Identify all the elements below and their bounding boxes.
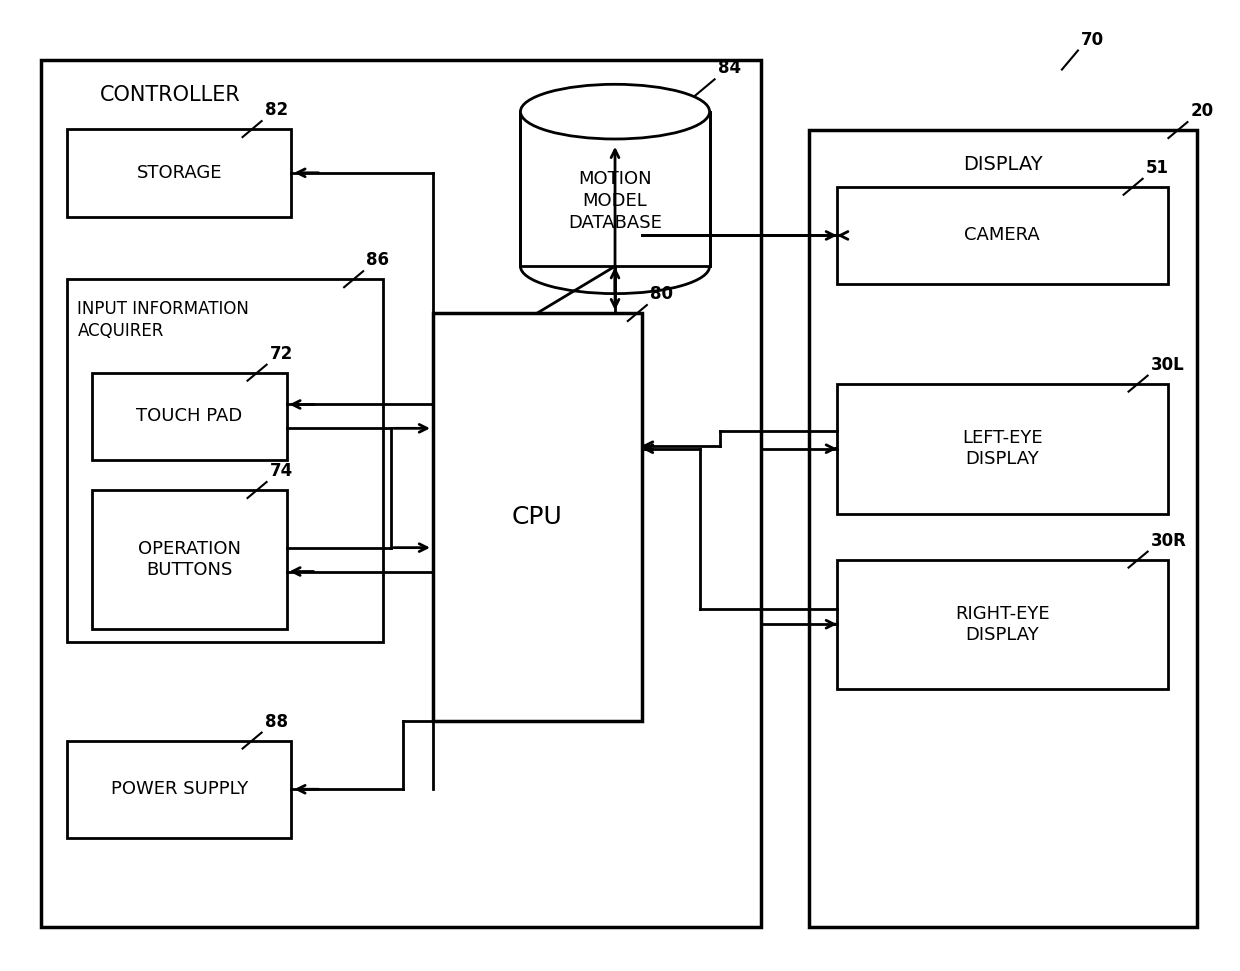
Text: ACQUIRER: ACQUIRER xyxy=(77,322,164,340)
Text: 30R: 30R xyxy=(1151,532,1187,550)
Bar xyxy=(41,60,761,927)
Text: 70: 70 xyxy=(1081,30,1104,49)
Text: 84: 84 xyxy=(718,59,740,78)
Bar xyxy=(67,280,383,642)
Bar xyxy=(92,490,286,629)
Text: CONTROLLER: CONTROLLER xyxy=(99,85,241,105)
Text: RIGHT-EYE
DISPLAY: RIGHT-EYE DISPLAY xyxy=(955,605,1049,644)
Text: 86: 86 xyxy=(366,251,389,269)
Text: 80: 80 xyxy=(650,285,673,303)
Bar xyxy=(67,741,291,838)
Text: MODEL: MODEL xyxy=(583,192,647,210)
Text: DISPLAY: DISPLAY xyxy=(963,155,1043,175)
Bar xyxy=(92,373,286,460)
Text: STORAGE: STORAGE xyxy=(136,164,222,182)
Text: 51: 51 xyxy=(1146,159,1168,177)
Bar xyxy=(837,186,1168,285)
Text: LEFT-EYE
DISPLAY: LEFT-EYE DISPLAY xyxy=(962,429,1043,468)
Text: OPERATION
BUTTONS: OPERATION BUTTONS xyxy=(138,540,241,579)
Text: CAMERA: CAMERA xyxy=(965,226,1040,245)
Bar xyxy=(837,559,1168,688)
Bar xyxy=(521,112,709,266)
Text: DATABASE: DATABASE xyxy=(568,214,662,232)
Bar xyxy=(67,129,291,217)
Bar xyxy=(837,384,1168,514)
Text: MOTION: MOTION xyxy=(578,170,652,188)
Bar xyxy=(810,130,1198,927)
Ellipse shape xyxy=(521,84,709,139)
Text: 72: 72 xyxy=(269,345,293,363)
Text: 74: 74 xyxy=(269,462,293,480)
Text: 88: 88 xyxy=(264,713,288,730)
Text: 82: 82 xyxy=(264,101,288,119)
Text: 20: 20 xyxy=(1190,102,1214,120)
Bar xyxy=(433,313,642,720)
Text: 30L: 30L xyxy=(1151,355,1184,374)
Text: INPUT INFORMATION: INPUT INFORMATION xyxy=(77,300,249,318)
Text: CPU: CPU xyxy=(512,505,563,529)
Text: POWER SUPPLY: POWER SUPPLY xyxy=(110,781,248,798)
Text: TOUCH PAD: TOUCH PAD xyxy=(136,408,243,425)
